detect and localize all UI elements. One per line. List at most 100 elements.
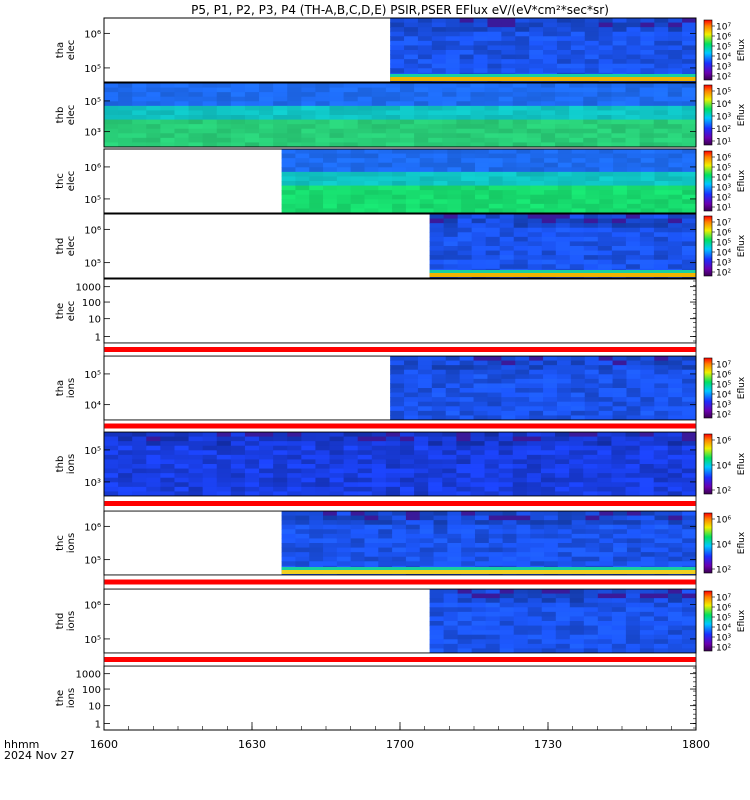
heatmap-cell	[431, 59, 447, 65]
heatmap-cell	[653, 607, 669, 613]
heatmap-cell	[132, 105, 147, 111]
heatmap-cell	[526, 110, 542, 116]
heatmap-cell	[295, 185, 310, 191]
heatmap-cell	[428, 459, 443, 465]
heatmap-cell	[273, 482, 288, 488]
heatmap-cell	[611, 639, 627, 645]
heatmap-cell	[544, 543, 559, 549]
heatmap-cell	[599, 176, 614, 182]
heatmap-cell	[392, 203, 407, 209]
heatmap-cell	[230, 137, 246, 143]
heatmap-cell	[447, 167, 462, 173]
heatmap-cell	[104, 142, 119, 148]
heatmap-cell	[295, 194, 310, 200]
heatmap-cell	[584, 365, 600, 371]
heatmap-cell	[555, 482, 570, 488]
heatmap-cell	[668, 153, 683, 159]
heatmap-cell	[527, 218, 543, 224]
heatmap-cell	[529, 415, 544, 421]
heatmap-cell	[681, 105, 697, 111]
heatmap-cell	[516, 533, 531, 539]
heatmap-cell	[417, 392, 433, 398]
heatmap-cell	[146, 83, 161, 89]
heatmap-cell	[569, 241, 585, 247]
heatmap-cell	[639, 593, 655, 599]
heatmap-cell	[457, 232, 473, 238]
heatmap-cell	[640, 369, 655, 375]
heatmap-cell	[390, 397, 405, 403]
heatmap-cell	[447, 561, 462, 567]
heatmap-cell	[599, 190, 614, 196]
heatmap-cell	[230, 491, 246, 497]
heatmap-cell	[499, 607, 515, 613]
heatmap-cell	[516, 158, 531, 164]
heatmap-cell	[456, 142, 471, 148]
heatmap-cell	[682, 552, 697, 558]
heatmap-cell	[404, 45, 419, 51]
heatmap-cell	[556, 397, 572, 403]
heatmap-cell	[202, 133, 218, 139]
y-tick-label: 10⁶	[84, 600, 101, 611]
heatmap-cell	[529, 406, 544, 412]
heatmap-cell	[442, 441, 457, 447]
heatmap-cell	[442, 101, 457, 107]
heatmap-cell	[457, 621, 473, 627]
heatmap-cell	[488, 208, 504, 214]
heatmap-cell	[530, 203, 545, 209]
heatmap-cell	[301, 441, 316, 447]
heatmap-cell	[668, 552, 683, 558]
colorbar-tick-label: 10²	[716, 487, 731, 497]
heatmap-cell	[457, 246, 473, 252]
heatmap-cell	[498, 115, 514, 121]
heatmap-cell	[350, 171, 365, 177]
heatmap-cell	[456, 441, 471, 447]
heatmap-cell	[516, 515, 531, 521]
heatmap-cell	[512, 477, 528, 483]
heatmap-cell	[323, 511, 338, 517]
heatmap-cell	[654, 392, 669, 398]
heatmap-cell	[104, 92, 119, 98]
heatmap-cell	[309, 176, 324, 182]
heatmap-cell	[445, 59, 461, 65]
heatmap-cell	[315, 119, 331, 125]
heatmap-cell	[626, 378, 641, 384]
heatmap-cell	[295, 181, 310, 187]
heatmap-cell	[357, 101, 373, 107]
heatmap-cell	[555, 142, 570, 148]
heatmap-cell	[527, 648, 543, 654]
colorbar-tick-label: 10⁵	[716, 43, 731, 53]
heatmap-cell	[667, 128, 683, 134]
heatmap-cell	[428, 124, 443, 130]
heatmap-cell	[459, 68, 475, 74]
heatmap-cell	[584, 406, 600, 412]
heatmap-cell	[405, 153, 421, 159]
heatmap-cell	[543, 369, 558, 375]
heatmap-cell	[515, 383, 530, 389]
heatmap-cell	[414, 459, 429, 465]
heatmap-cell	[385, 459, 401, 465]
heatmap-cell	[597, 223, 613, 229]
heatmap-cell	[544, 153, 559, 159]
heatmap-cell	[584, 59, 600, 65]
heatmap-cell	[336, 158, 352, 164]
heatmap-cell	[301, 128, 316, 134]
heatmap-cell	[583, 232, 599, 238]
heatmap-cell	[544, 533, 559, 539]
heatmap-cell	[667, 589, 683, 595]
heatmap-cell	[597, 259, 613, 265]
heatmap-cell	[350, 149, 365, 155]
heatmap-cell	[433, 167, 448, 173]
heatmap-cell	[281, 203, 296, 209]
heatmap-cell	[295, 158, 310, 164]
heatmap-cell	[570, 36, 586, 42]
heatmap-cell	[385, 436, 401, 442]
heatmap-cell	[668, 18, 683, 24]
heatmap-cell	[447, 158, 462, 164]
heatmap-cell	[404, 360, 419, 366]
heatmap-cell	[309, 515, 324, 521]
heatmap-cell	[431, 397, 447, 403]
heatmap-cell	[611, 105, 627, 111]
heatmap-cell	[301, 137, 316, 143]
heatmap-cell	[667, 436, 683, 442]
heatmap-cell	[488, 520, 504, 526]
